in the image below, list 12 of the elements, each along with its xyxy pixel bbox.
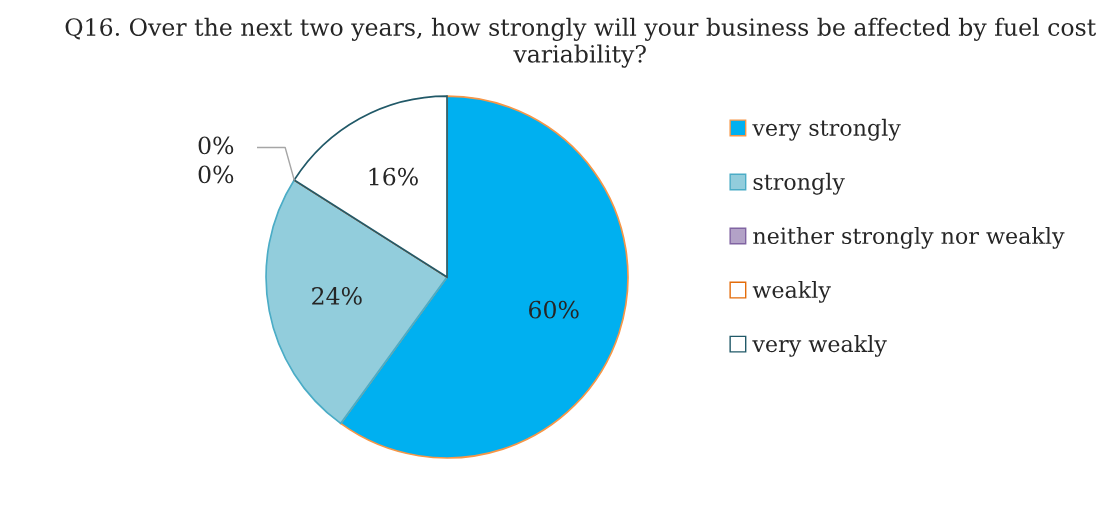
data-label: 24% <box>312 287 362 305</box>
legend-label: weakly <box>752 280 831 303</box>
legend-label: very strongly <box>752 118 901 141</box>
data-label: 16% <box>369 167 418 186</box>
legend-label: very weakly <box>752 335 887 357</box>
chart-title: Q16. Over the next two years, how strongly will your business be affected by fuel cost variability? <box>65 17 1097 68</box>
legend-label: neither strongly nor weakly <box>753 226 1065 249</box>
data-label: 60% <box>529 300 579 319</box>
legend-label: strongly <box>753 172 845 195</box>
text: 0% <box>198 165 234 184</box>
pie-slice <box>293 95 448 278</box>
text: 0% <box>198 136 234 155</box>
